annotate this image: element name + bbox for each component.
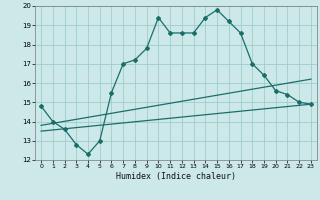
X-axis label: Humidex (Indice chaleur): Humidex (Indice chaleur) <box>116 172 236 181</box>
